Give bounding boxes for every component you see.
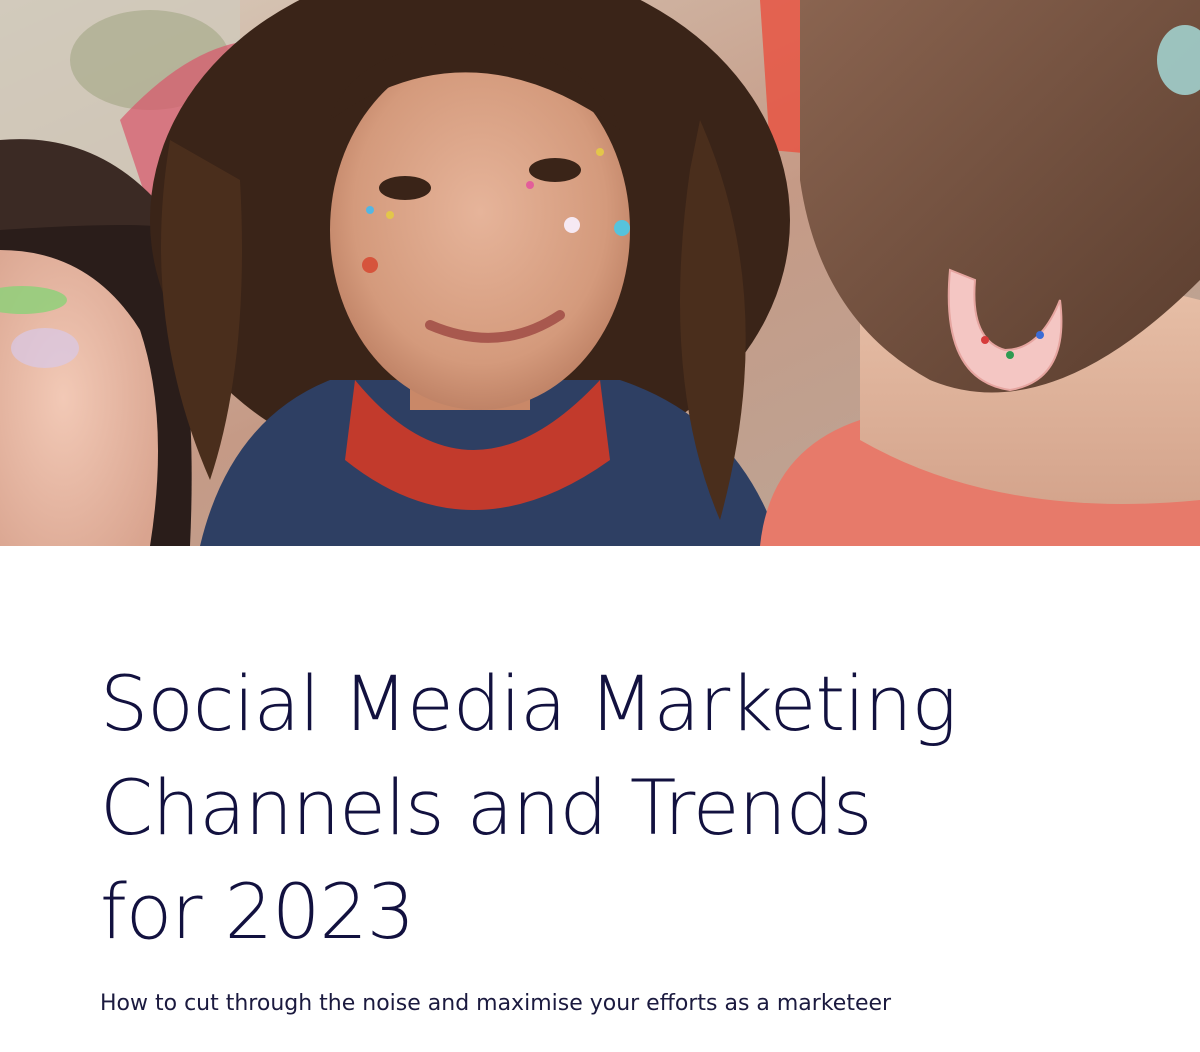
page-subtitle: How to cut through the noise and maximis…	[100, 991, 892, 1016]
page-title: Social Media Marketing Channels and Tren…	[100, 652, 1160, 964]
person-left	[0, 139, 192, 546]
person-right	[760, 0, 1200, 546]
hero-illustration	[0, 0, 1200, 546]
hero-image	[0, 0, 1200, 546]
title-line-3: for 2023	[100, 867, 415, 956]
title-line-2: Channels and Trends	[100, 763, 873, 852]
title-line-1: Social Media Marketing	[100, 659, 957, 748]
person-center	[150, 0, 790, 546]
